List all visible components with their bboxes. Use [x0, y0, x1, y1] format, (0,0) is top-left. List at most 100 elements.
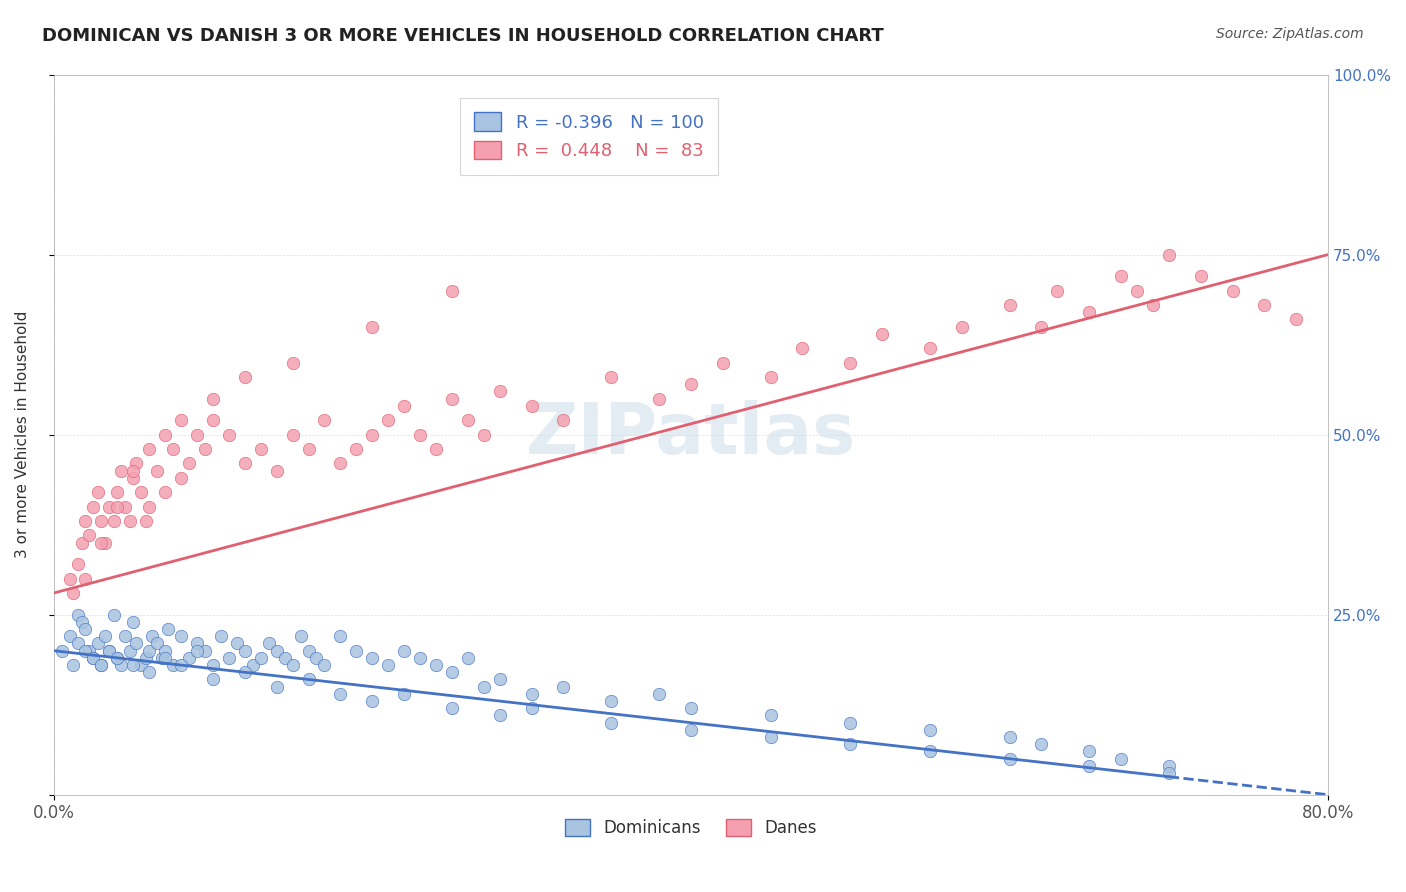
Point: [75, 622, 97, 636]
Point: [290, 629, 312, 643]
Point: [153, 427, 176, 442]
Point: [305, 651, 328, 665]
Point: [82, 500, 104, 514]
Point: [457, 651, 479, 665]
Point: [553, 413, 575, 427]
Point: [425, 442, 447, 456]
Point: [177, 651, 200, 665]
Point: [90, 535, 112, 549]
Point: [62, 586, 84, 600]
Point: [170, 471, 193, 485]
Point: [520, 701, 543, 715]
Point: [162, 658, 184, 673]
Point: [329, 629, 352, 643]
Point: [472, 680, 495, 694]
Point: [66, 607, 89, 622]
Point: [679, 701, 702, 715]
Point: [82, 651, 104, 665]
Point: [249, 651, 271, 665]
Point: [297, 673, 319, 687]
Point: [1222, 284, 1244, 298]
Point: [233, 457, 256, 471]
Point: [82, 651, 104, 665]
Point: [150, 651, 173, 665]
Point: [90, 658, 112, 673]
Point: [66, 636, 89, 650]
Point: [72, 535, 94, 549]
Point: [93, 629, 115, 643]
Point: [759, 370, 782, 384]
Point: [648, 687, 671, 701]
Point: [75, 643, 97, 657]
Point: [138, 500, 160, 514]
Point: [440, 665, 463, 680]
Point: [157, 622, 180, 636]
Point: [170, 658, 193, 673]
Point: [281, 658, 304, 673]
Point: [361, 319, 384, 334]
Point: [122, 615, 145, 629]
Point: [377, 658, 399, 673]
Point: [186, 643, 208, 657]
Point: [266, 643, 288, 657]
Point: [297, 643, 319, 657]
Point: [129, 485, 152, 500]
Point: [297, 442, 319, 456]
Point: [314, 658, 336, 673]
Point: [457, 413, 479, 427]
Point: [488, 708, 510, 723]
Point: [90, 514, 112, 528]
Point: [344, 442, 367, 456]
Point: [62, 658, 84, 673]
Point: [114, 629, 136, 643]
Point: [233, 370, 256, 384]
Point: [125, 636, 148, 650]
Point: [1109, 752, 1132, 766]
Point: [141, 629, 163, 643]
Point: [361, 427, 384, 442]
Point: [329, 687, 352, 701]
Point: [425, 658, 447, 673]
Point: [170, 629, 193, 643]
Point: [77, 643, 100, 657]
Point: [135, 651, 157, 665]
Point: [194, 643, 217, 657]
Point: [138, 442, 160, 456]
Point: [66, 558, 89, 572]
Point: [1253, 298, 1275, 312]
Point: [135, 514, 157, 528]
Point: [77, 528, 100, 542]
Point: [87, 636, 110, 650]
Point: [273, 651, 295, 665]
Point: [242, 658, 264, 673]
Point: [998, 298, 1021, 312]
Point: [186, 636, 208, 650]
Point: [839, 737, 862, 751]
Point: [329, 457, 352, 471]
Point: [1109, 269, 1132, 284]
Point: [281, 427, 304, 442]
Point: [105, 500, 128, 514]
Point: [679, 723, 702, 737]
Point: [1031, 319, 1053, 334]
Point: [266, 680, 288, 694]
Point: [177, 457, 200, 471]
Point: [870, 326, 893, 341]
Point: [440, 392, 463, 406]
Point: [209, 629, 232, 643]
Point: [153, 651, 176, 665]
Point: [201, 673, 224, 687]
Point: [281, 355, 304, 369]
Point: [648, 392, 671, 406]
Point: [146, 636, 169, 650]
Point: [110, 464, 132, 478]
Point: [1078, 744, 1101, 758]
Text: Source: ZipAtlas.com: Source: ZipAtlas.com: [1216, 27, 1364, 41]
Point: [344, 643, 367, 657]
Point: [153, 643, 176, 657]
Point: [409, 427, 432, 442]
Point: [918, 744, 941, 758]
Point: [170, 413, 193, 427]
Point: [361, 694, 384, 708]
Point: [138, 643, 160, 657]
